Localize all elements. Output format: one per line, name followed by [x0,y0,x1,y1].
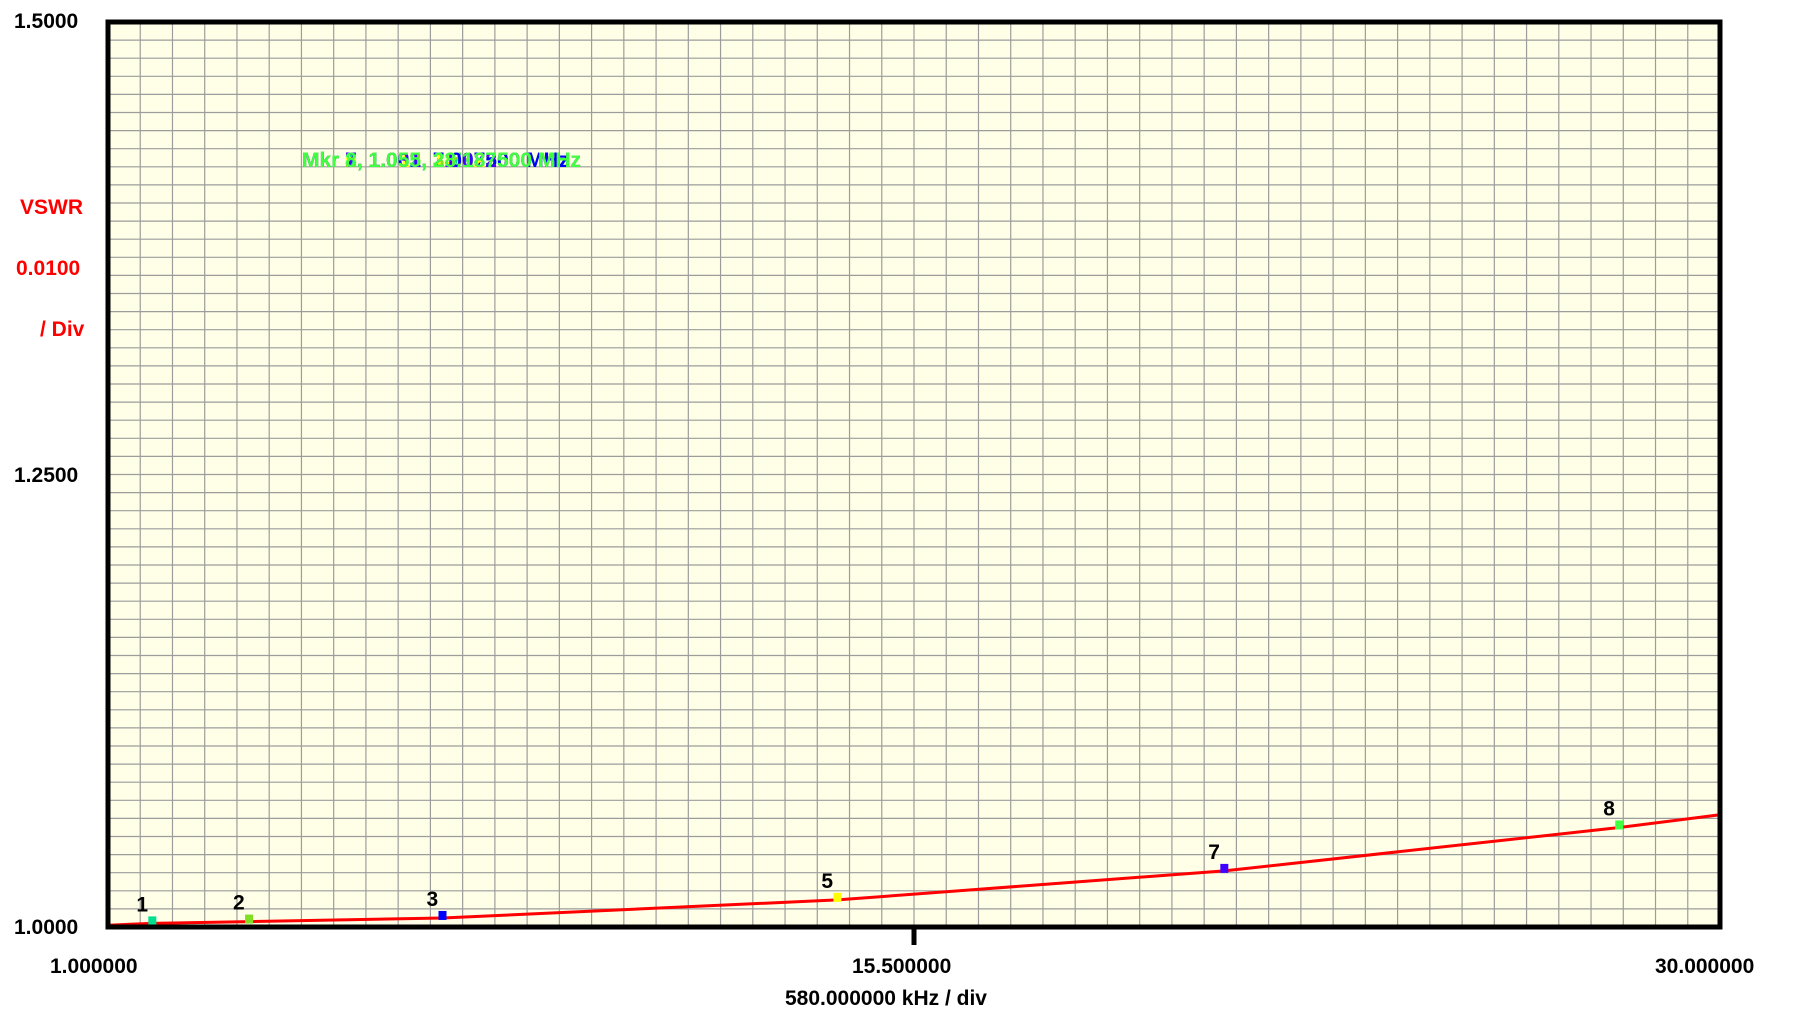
x-tick-left: 1.000000 [50,955,138,978]
legend-entry-mkr1: Mkr 1, 1.002, 1.797500 MHz [302,149,570,172]
legend-entry-mkr3: Mkr 3, 1.005, 7.017500 MHz [302,149,570,172]
legend-entry-mkr7: Mkr 7, 1.031, 21.082500 MHz [302,149,582,172]
x-tick-right: 30.000000 [1655,955,1755,978]
grid-lines [108,22,1720,927]
marker-8-label: 8 [1603,797,1615,820]
y-title-div: / Div [40,318,85,341]
legend-entry-mkr2: Mkr 2, 1.003, 3.537500 MHz [302,149,570,172]
marker-3-label: 3 [426,888,438,911]
legend-entry-mkr5: Mkr 5, 1.015, 14.122500 MHz [302,149,582,172]
marker-2-point [245,914,254,924]
y-title-scale: 0.0100 [16,257,81,280]
y-tick-bottom: 1.0000 [14,916,79,939]
y-tick-mid: 1.2500 [14,464,79,487]
marker-5-label: 5 [821,870,833,893]
x-axis-label: 580.000000 kHz / div [785,987,987,1010]
marker-group: 1 2 3 5 7 8 [136,797,1624,926]
marker-2-label: 2 [233,892,245,915]
legend-entry-mkr8: Mkr 8, 1.055, 28.187500 MHz [302,149,582,172]
marker-1-point [148,916,157,926]
vswr-trace [107,813,1721,927]
marker-3-point [438,910,447,920]
marker-7-label: 7 [1208,841,1220,864]
y-title-vswr: VSWR [20,196,83,219]
marker-5-point [833,892,842,902]
y-tick-top: 1.5000 [14,10,79,33]
marker-8-point [1615,820,1624,830]
marker-1-label: 1 [136,893,148,916]
marker-7-point [1220,863,1229,873]
x-tick-center: 15.500000 [852,955,952,978]
